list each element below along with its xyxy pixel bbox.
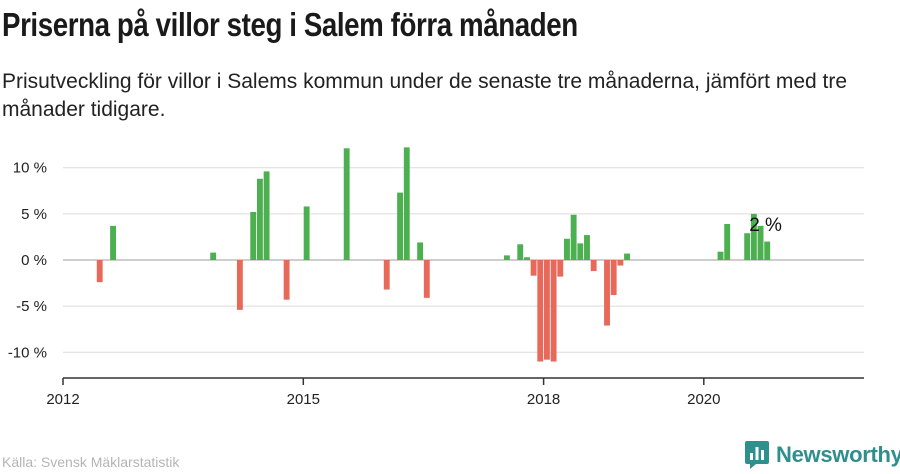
bar — [283, 260, 290, 300]
bar — [250, 212, 257, 260]
bar-chart: 2012 2015 2018 2020 10 % 5 % 0 % -5 % -10 % 2 % — [8, 147, 864, 408]
y-tick-label: 5 % — [21, 206, 47, 223]
gridlines — [63, 167, 864, 353]
y-tick-label: -10 % — [8, 344, 47, 361]
bar — [110, 225, 116, 260]
bar — [764, 241, 771, 260]
bar — [256, 178, 263, 260]
bar — [236, 260, 243, 310]
bar — [550, 260, 557, 362]
bar — [517, 244, 524, 260]
bar — [397, 192, 404, 260]
bar — [724, 224, 731, 260]
y-tick-label: 10 % — [13, 160, 47, 177]
bar — [584, 235, 590, 260]
annotations: 2 % — [749, 215, 782, 236]
bar — [523, 257, 530, 260]
y-tick-label: -5 % — [16, 298, 47, 315]
bar — [624, 253, 630, 260]
brand-logo: Newsworthy — [744, 440, 900, 470]
y-axis-labels: 10 % 5 % 0 % -5 % -10 % — [8, 160, 47, 362]
bar — [96, 260, 103, 283]
bar — [570, 214, 577, 260]
bar — [210, 252, 217, 260]
newsworthy-logo-icon — [745, 441, 769, 469]
bar — [403, 147, 410, 260]
x-tick-label: 2015 — [287, 391, 320, 408]
bar — [544, 260, 550, 360]
bar — [557, 260, 564, 277]
bar — [383, 260, 390, 290]
bar — [717, 251, 724, 260]
brand-name: Newsworthy — [776, 442, 900, 467]
x-tick-label: 2020 — [687, 391, 720, 408]
chart-title: Priserna på villor steg i Salem förra må… — [2, 6, 578, 43]
x-tick-label: 2018 — [527, 391, 560, 408]
bar — [750, 213, 757, 260]
bar — [617, 260, 624, 266]
bar — [564, 238, 570, 260]
bar — [503, 255, 510, 260]
bar — [757, 225, 764, 260]
x-tick-label: 2012 — [46, 391, 79, 408]
annotation-label: 2 % — [749, 215, 782, 236]
bar — [590, 260, 597, 272]
source-note: Källa: Svensk Mäklarstatistik — [2, 454, 180, 470]
bar — [537, 260, 544, 362]
bar — [423, 260, 430, 298]
bar — [303, 206, 310, 260]
chart-subtitle: Prisutveckling för villor i Salems kommu… — [2, 70, 848, 121]
bar — [577, 243, 584, 260]
bar — [263, 171, 270, 260]
bar — [604, 260, 610, 326]
bar — [417, 242, 424, 260]
x-axis: 2012 2015 2018 2020 — [46, 377, 864, 408]
bar — [343, 148, 350, 260]
bar — [610, 260, 617, 296]
bar — [530, 260, 537, 276]
bar — [744, 233, 751, 260]
bars — [96, 147, 771, 362]
y-tick-label: 0 % — [21, 252, 47, 269]
